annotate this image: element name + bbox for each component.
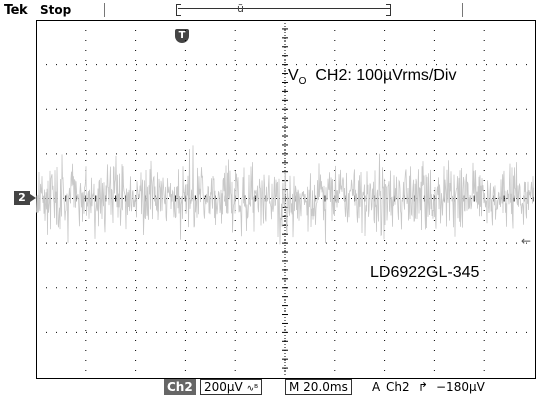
acquisition-state: Stop	[40, 3, 72, 17]
trigger-slope-icon: ↱	[418, 380, 429, 394]
brand-logo: Tek	[4, 3, 28, 18]
trigger-position-marker[interactable]: T	[175, 29, 189, 43]
channel-label[interactable]: Ch2	[164, 379, 196, 395]
vo-annotation: VO CH2: 100µVrms/Div	[288, 67, 457, 88]
record-bracket-left	[176, 4, 181, 16]
part-number-label: LD6922GL-345	[370, 264, 480, 281]
status-divider	[104, 3, 105, 17]
acquisition-mode: A	[372, 380, 381, 394]
vertical-scale-readout[interactable]: 200µV ∿ᴮ	[200, 379, 263, 395]
record-view-bar	[178, 8, 390, 9]
status-bar: Tek Stop ũ	[0, 0, 542, 20]
waveform-display	[36, 20, 534, 377]
noise-trace	[36, 145, 534, 245]
trigger-source-readout: Ch2	[386, 380, 410, 394]
bandwidth-limit-icon: ∿ᴮ	[246, 384, 259, 394]
timebase-readout[interactable]: M 20.0ms	[285, 379, 352, 395]
record-trigger-icon: ũ	[237, 2, 244, 15]
record-bracket-right	[386, 4, 391, 16]
channel-2-ground-marker[interactable]: 2	[14, 191, 36, 205]
status-divider	[462, 3, 463, 17]
trigger-level-readout: −180µV	[436, 380, 485, 394]
trigger-level-arrow-icon[interactable]: ←	[521, 234, 532, 248]
readout-bar: Ch2 200µV ∿ᴮ M 20.0ms A Ch2 ↱ −180µV	[0, 378, 542, 396]
